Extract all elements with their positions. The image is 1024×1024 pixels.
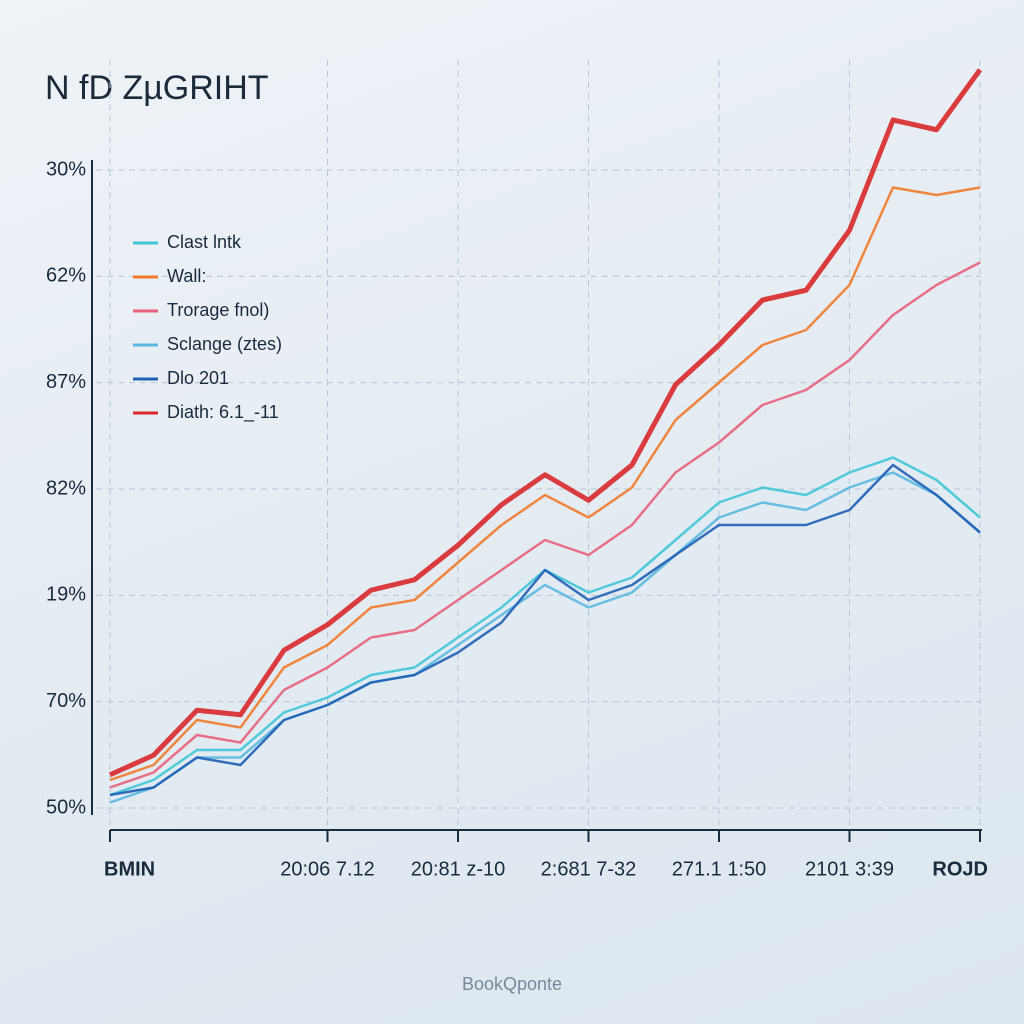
x-tick-label: 2101 3:39 [805, 858, 894, 880]
y-tick-label: 30% [46, 158, 86, 180]
series-line [109, 261, 981, 789]
legend-label: Sclange (ztes) [167, 334, 282, 354]
chart-title: N fD ZµGRIHT [45, 69, 269, 107]
x-tick-label: 20:06 7.12 [280, 858, 375, 880]
legend-label: Clast lntk [167, 232, 242, 252]
series-line [109, 463, 981, 797]
y-tick-label: 87% [46, 371, 86, 393]
footer: BookQponte [462, 974, 562, 994]
series-line [109, 186, 981, 782]
y-tick-label: 70% [46, 690, 86, 712]
legend-label: Trorage fnol) [167, 300, 269, 320]
legend-label: Diath: 6.1_-11 [167, 402, 279, 423]
series-line [109, 471, 981, 804]
series-line [108, 68, 983, 778]
y-tick-label: 19% [46, 584, 86, 606]
x-tick-label: BMIN [104, 858, 155, 880]
y-tick-label: 50% [46, 796, 86, 818]
x-tick-label: 2:681 7-32 [541, 858, 637, 880]
y-tick-label: 82% [46, 477, 86, 499]
legend-label: Wall: [167, 266, 206, 286]
legend-label: Dlo 201 [167, 368, 229, 388]
x-tick-label: 271.1 1:50 [672, 858, 767, 880]
y-tick-label: 62% [46, 265, 86, 287]
x-tick-label: 20:81 z-10 [411, 858, 506, 880]
x-tick-label: ROJD [932, 858, 988, 880]
